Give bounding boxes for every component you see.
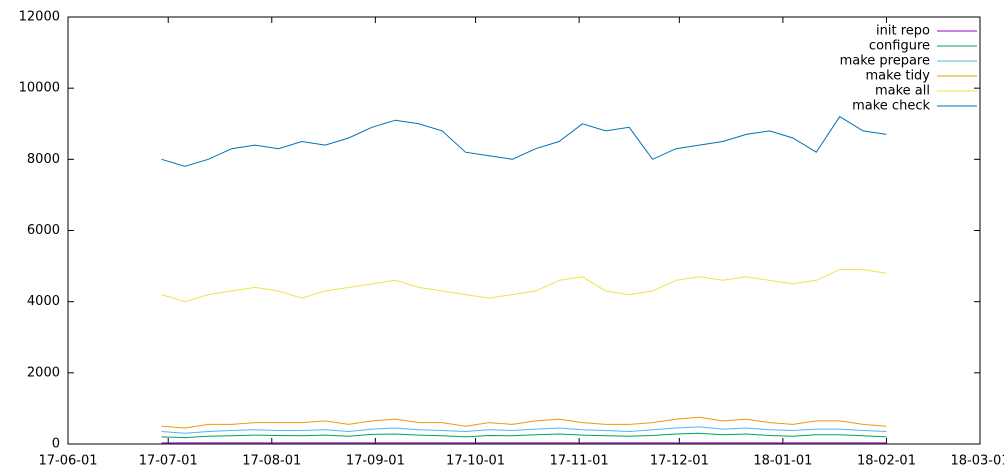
x-tick-label: 17-08-01 <box>242 454 301 469</box>
legend-label: make prepare <box>840 54 930 69</box>
legend-label: make all <box>875 84 930 99</box>
x-tick-label: 17-12-01 <box>650 454 709 469</box>
x-tick-label: 18-01-01 <box>753 454 812 469</box>
x-tick-label: 18-03-01 <box>950 454 1004 469</box>
legend-label: configure <box>869 39 930 54</box>
series-line <box>161 269 887 303</box>
x-tick-label: 17-11-01 <box>550 454 609 469</box>
x-tick-label: 17-07-01 <box>139 454 198 469</box>
series-line <box>161 426 887 434</box>
plot-frame <box>67 16 981 445</box>
y-tick-label: 4000 <box>27 294 60 309</box>
x-tick-label: 17-06-01 <box>38 454 97 469</box>
legend-label: make tidy <box>866 69 931 84</box>
y-tick-label: 12000 <box>19 10 60 25</box>
y-tick-label: 8000 <box>27 152 60 167</box>
series-line <box>161 416 887 429</box>
legend-label: init repo <box>876 24 930 39</box>
y-tick-label: 2000 <box>27 365 60 380</box>
x-tick-label: 17-09-01 <box>346 454 405 469</box>
series-line <box>161 432 887 439</box>
y-tick-label: 6000 <box>27 223 60 238</box>
x-tick-label: 18-02-01 <box>857 454 916 469</box>
series-line <box>161 115 887 167</box>
legend-label: make check <box>852 99 930 114</box>
x-tick-label: 17-10-01 <box>446 454 505 469</box>
y-tick-label: 0 <box>52 437 60 452</box>
y-tick-label: 10000 <box>19 81 60 96</box>
